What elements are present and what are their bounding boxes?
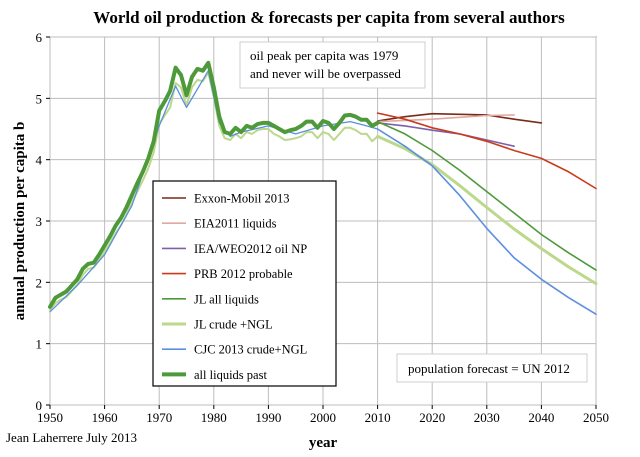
x-tick-label: 1990 [255, 410, 281, 425]
series-line-prb-2012-probable [376, 112, 597, 190]
y-tick-label: 3 [36, 214, 43, 229]
legend: Exxon-Mobil 2013 EIA2011 liquids IEA/WEO20… [152, 180, 337, 387]
series-line-jl-all-liquids [376, 120, 597, 271]
y-tick-label: 6 [36, 30, 43, 45]
legend-label: CJC 2013 crude+NGL [194, 343, 307, 357]
y-tick-label: 0 [36, 398, 43, 413]
y-tick-label: 2 [36, 275, 43, 290]
series-line-iea-weo2012-oil-np [376, 122, 515, 147]
x-tick-label: 1980 [201, 410, 227, 425]
population-note: population forecast = UN 2012 [408, 361, 570, 376]
legend-label: JL all liquids [194, 292, 259, 306]
x-tick-label: 1970 [146, 410, 172, 425]
x-tick-label: 1960 [92, 410, 118, 425]
legend-label: IEA/WEO2012 oil NP [194, 242, 307, 256]
legend-label: Exxon-Mobil 2013 [194, 192, 289, 206]
series-line-all-liquids-past [48, 60, 380, 309]
series-line-jl-crude-ngl [376, 134, 598, 286]
x-tick-label: 2000 [310, 410, 336, 425]
peak-note-line-2: and never will be overpassed [250, 66, 401, 81]
x-tick-label: 2040 [528, 410, 554, 425]
legend-label: all liquids past [194, 368, 267, 382]
x-tick-label: 2020 [419, 410, 445, 425]
y-tick-label: 4 [36, 153, 43, 168]
y-tick-label: 1 [36, 337, 43, 352]
axis-ticks: 1950 1960 1970 1980 1990 2000 2010 2020 2030 2040… [36, 30, 610, 425]
y-tick-label: 5 [36, 91, 43, 106]
series-line-cjc-2013-crude-ngl [376, 128, 597, 316]
x-tick-label: 1950 [37, 410, 63, 425]
credit-text: Jean Laherrere July 2013 [6, 430, 137, 445]
peak-note-box: oil peak per capita was 1979 and never w… [239, 41, 426, 89]
x-tick-label: 2010 [365, 410, 391, 425]
series-lines [48, 60, 598, 316]
x-axis-label: year [309, 435, 338, 451]
y-axis-label: annual production per capita b [12, 122, 28, 321]
series-line-exxon-mobil-2013 [376, 112, 543, 124]
legend-label: EIA2011 liquids [194, 217, 277, 231]
series-line-eia2011-liquids [376, 114, 515, 123]
x-tick-label: 2030 [474, 410, 500, 425]
peak-note-line-1: oil peak per capita was 1979 [250, 48, 398, 63]
legend-label: JL crude +NGL [194, 318, 273, 332]
chart-title: World oil production & forecasts per cap… [93, 8, 565, 27]
legend-label: PRB 2012 probable [194, 267, 293, 281]
population-note-box: population forecast = UN 2012 [396, 353, 588, 383]
x-tick-label: 2050 [583, 410, 609, 425]
